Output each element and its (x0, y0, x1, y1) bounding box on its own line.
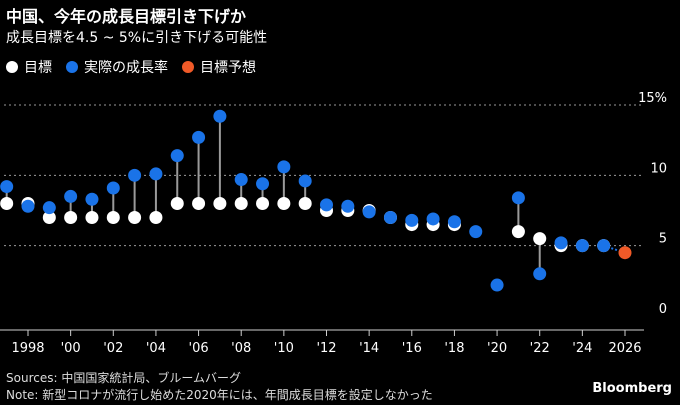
actual-point (21, 199, 35, 213)
y-tick-label: 5 (659, 232, 667, 247)
bloomberg-logo: Bloomberg (592, 381, 672, 396)
target-point (64, 211, 78, 225)
forecast-point (618, 246, 632, 260)
chart-title: 中国、今年の成長目標引き下げか (6, 7, 247, 26)
target-point (149, 211, 163, 225)
actual-point (42, 201, 56, 215)
actual-point (341, 199, 355, 213)
y-tick-label: 15% (638, 91, 667, 106)
x-tick-label: '22 (530, 341, 550, 356)
legend-dot-actual (66, 61, 78, 73)
x-tick-label: '24 (572, 341, 592, 356)
x-tick-label: '08 (231, 341, 251, 356)
actual-point (192, 130, 206, 144)
actual-point (320, 198, 333, 212)
x-tick-label: '04 (146, 341, 166, 356)
actual-point (256, 177, 270, 191)
actual-point (533, 267, 547, 281)
actual-point (362, 205, 376, 219)
target-point (42, 211, 56, 225)
note-text: Note: 新型コロナが流行し始めた2020年には、年間成長目標を設定しなかった (6, 388, 433, 402)
actual-point (170, 149, 184, 163)
target-point (85, 211, 99, 225)
target-point (0, 196, 14, 210)
x-tick-label: '18 (444, 341, 464, 356)
actual-point (149, 167, 163, 181)
x-tick-label: '02 (103, 341, 123, 356)
y-tick-label: 0 (659, 302, 667, 317)
actual-point (597, 239, 611, 253)
actual-point (0, 180, 14, 194)
y-tick-label: 10 (650, 161, 667, 176)
legend-item-actual: 実際の成長率 (66, 57, 168, 77)
actual-point (64, 189, 78, 203)
x-tick-label: '00 (61, 341, 81, 356)
actual-point (213, 109, 227, 123)
actual-point (469, 225, 483, 239)
x-tick-label: '16 (402, 341, 422, 356)
x-tick-label: 1998 (11, 341, 44, 356)
x-tick-label: '20 (487, 341, 507, 356)
actual-point (490, 278, 504, 292)
target-point (213, 196, 227, 210)
actual-point (85, 192, 99, 206)
actual-point (426, 212, 440, 226)
actual-point (277, 160, 291, 174)
legend-dot-target (6, 61, 18, 73)
actual-point (234, 173, 248, 187)
legend-item-target: 目標 (6, 57, 52, 77)
x-tick-label: '12 (316, 341, 336, 356)
target-point (298, 196, 312, 210)
sources-text: Sources: 中国国家統計局、ブルームバーグ (6, 371, 241, 385)
legend-item-forecast: 目標予想 (182, 57, 256, 77)
actual-point (511, 191, 525, 205)
target-point (234, 196, 248, 210)
x-tick-label: 2026 (608, 341, 641, 356)
actual-point (298, 174, 312, 188)
legend: 目標 実際の成長率 目標予想 (6, 57, 270, 77)
legend-dot-forecast (182, 61, 194, 73)
target-point (511, 225, 525, 239)
x-tick-label: '10 (274, 341, 294, 356)
actual-point (447, 215, 461, 229)
x-tick-label: '06 (189, 341, 209, 356)
chart-subtitle: 成長目標を4.5 ~ 5%に引き下げる可能性 (6, 30, 268, 46)
target-point (277, 196, 291, 210)
actual-point (554, 236, 568, 250)
target-point (128, 211, 142, 225)
target-point (256, 196, 270, 210)
target-point (192, 196, 206, 210)
legend-label-target: 目標 (24, 60, 52, 76)
target-point (170, 196, 184, 210)
actual-point (106, 181, 120, 195)
actual-point (128, 168, 142, 182)
actual-point (405, 213, 419, 227)
actual-point (575, 239, 589, 253)
x-tick-label: '14 (359, 341, 379, 356)
legend-label-actual: 実際の成長率 (84, 60, 168, 76)
target-point (106, 211, 120, 225)
actual-point (383, 211, 397, 225)
legend-label-forecast: 目標予想 (200, 60, 256, 76)
target-point (533, 232, 547, 246)
